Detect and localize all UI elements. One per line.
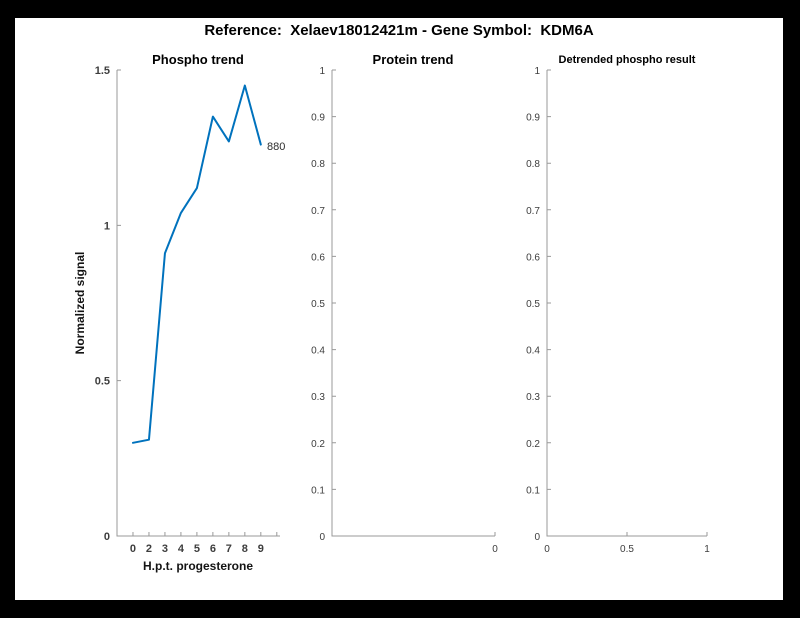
y-tick-label: 0.1	[311, 485, 325, 496]
x-tick-label: 0	[544, 544, 550, 555]
y-tick-label: 0.5	[95, 376, 110, 388]
y-tick-label: 0.4	[526, 346, 540, 357]
phospho-trend-axes: 0 2 3 4 5 6 7 8 900.511.5	[95, 65, 280, 555]
y-tick-label: 0	[534, 532, 540, 543]
y-tick-label: 0.7	[311, 206, 325, 217]
figure-canvas: Reference: Xelaev18012421m - Gene Symbol…	[15, 18, 783, 600]
y-tick-label: 0.6	[311, 252, 325, 263]
y-tick-label: 0.5	[526, 299, 540, 310]
y-tick-label: 0.8	[311, 159, 325, 170]
x-tick-label: 1	[704, 544, 710, 555]
y-tick-label: 0.6	[526, 252, 540, 263]
y-tick-label: 0.9	[526, 113, 540, 124]
plots-svg: Phospho trend Normalized signal H.p.t. p…	[73, 52, 710, 573]
x-tick-label: 3	[162, 543, 168, 555]
x-tick-label: 7	[226, 543, 232, 555]
figure-title: Reference: Xelaev18012421m - Gene Symbol…	[204, 22, 594, 39]
axis-frame	[331, 69, 496, 537]
axis-frame	[546, 69, 708, 537]
y-tick-label: 1	[534, 66, 540, 77]
x-tick-label: 0.5	[620, 544, 634, 555]
y-tick-label: 0	[319, 532, 325, 543]
protein-trend-title: Protein trend	[373, 52, 454, 67]
y-tick-label: 1.5	[95, 65, 110, 77]
x-tick-label: 0	[492, 544, 498, 555]
x-tick-label: 9	[258, 543, 264, 555]
y-tick-label: 0	[104, 531, 110, 543]
y-tick-label: 0.8	[526, 159, 540, 170]
phospho-x-axis-label: H.p.t. progesterone	[143, 559, 253, 573]
detrended-phospho-axes: 0 0.5 1 0 0.1 0.2 0.3 0.4 0.5 0.6 0.7 0.8 0.9 1	[526, 66, 710, 555]
x-tick-label: 0	[130, 543, 136, 555]
y-tick-label: 0.4	[311, 346, 325, 357]
x-tick-label: 5	[194, 543, 200, 555]
detrended-phospho-title: Detrended phospho result	[559, 54, 696, 66]
phospho-trend-plot: Phospho trend Normalized signal H.p.t. p…	[73, 52, 285, 573]
y-tick-label: 0.2	[311, 439, 325, 450]
axis-frame	[116, 69, 280, 537]
x-tick-label: 2	[146, 543, 152, 555]
y-tick-label: 0.5	[311, 299, 325, 310]
x-tick-label: 8	[242, 543, 248, 555]
y-tick-label: 1	[104, 220, 110, 232]
detrended-phospho-plot: Detrended phospho result 0 0.5 1 0 0.1 0.2 0.3…	[526, 54, 710, 555]
y-tick-label: 0.9	[311, 113, 325, 124]
phospho-y-axis-label: Normalized signal	[73, 252, 87, 355]
trend-line	[131, 84, 262, 444]
endpoint-annotation: 880	[267, 141, 285, 153]
protein-trend-plot: Protein trend 0 0 0.1 0.2 0.3 0.4 0.5 0.6 0.7 0.8…	[311, 52, 498, 555]
x-tick-label: 4	[178, 543, 185, 555]
y-tick-label: 0.3	[526, 392, 540, 403]
y-tick-label: 0.3	[311, 392, 325, 403]
protein-trend-axes: 0 0 0.1 0.2 0.3 0.4 0.5 0.6 0.7 0.8 0.9 1	[311, 66, 498, 555]
y-tick-label: 0.7	[526, 206, 540, 217]
y-tick-label: 0.1	[526, 485, 540, 496]
phospho-trend-title: Phospho trend	[152, 52, 244, 67]
x-tick-label: 6	[210, 543, 216, 555]
y-tick-label: 0.2	[526, 439, 540, 450]
y-tick-label: 1	[319, 66, 325, 77]
